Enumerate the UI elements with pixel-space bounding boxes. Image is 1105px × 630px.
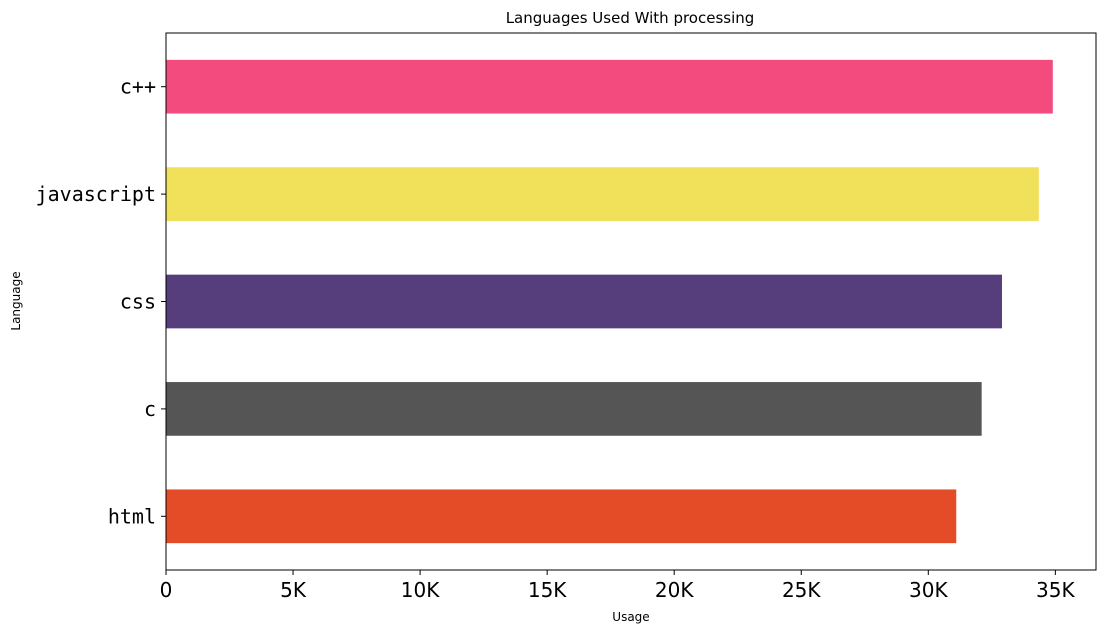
- y-tick-label: css: [120, 290, 156, 314]
- bar-c: [166, 382, 982, 436]
- bar-javascript: [166, 167, 1039, 221]
- y-axis-label: Language: [9, 271, 23, 330]
- x-axis-label: Usage: [612, 610, 649, 624]
- x-tick-label: 25K: [782, 578, 821, 602]
- x-axis: 0 5K 10K 15K 20K 25K 30K 35K: [160, 570, 1076, 602]
- y-tick-label: c: [144, 397, 156, 421]
- x-tick-label: 20K: [655, 578, 694, 602]
- bar-cplusplus: [166, 59, 1053, 114]
- x-tick-label: 5K: [280, 578, 307, 602]
- y-axis: c++ javascript css c html: [36, 75, 166, 528]
- x-tick-label: 15K: [528, 578, 567, 602]
- bar-html: [166, 489, 957, 544]
- x-tick-label: 10K: [401, 578, 440, 602]
- y-tick-label: javascript: [36, 182, 156, 206]
- x-tick-label: 35K: [1036, 578, 1075, 602]
- bar-css: [166, 274, 1002, 329]
- x-tick-label: 0: [160, 578, 173, 602]
- chart-title: Languages Used With processing: [506, 9, 755, 27]
- x-tick-label: 30K: [909, 578, 948, 602]
- y-tick-label: c++: [120, 75, 156, 99]
- y-tick-label: html: [108, 504, 156, 528]
- bars-layer: [166, 59, 1053, 544]
